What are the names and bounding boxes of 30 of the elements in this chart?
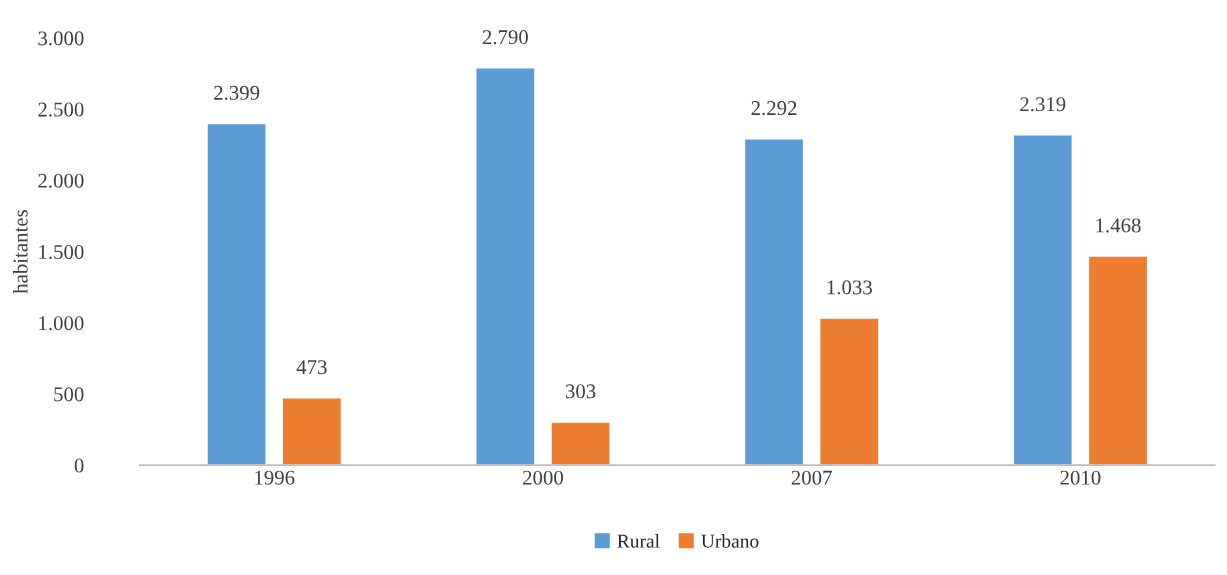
data-label: 2.292 bbox=[751, 101, 797, 116]
data-label: 2.790 bbox=[482, 30, 528, 45]
x-tick-label: 2007 bbox=[791, 470, 832, 485]
data-label: 2.319 bbox=[1020, 97, 1066, 112]
y-tick-label: 0 bbox=[74, 458, 84, 473]
legend-label: Urbano bbox=[701, 534, 759, 548]
data-label: 1.468 bbox=[1096, 218, 1141, 233]
bar bbox=[206, 122, 267, 466]
bar bbox=[281, 397, 343, 466]
y-tick-label: 1.000 bbox=[39, 316, 84, 331]
bar bbox=[475, 67, 536, 466]
data-label: 2.399 bbox=[214, 85, 260, 100]
x-tick-label: 1996 bbox=[255, 470, 295, 485]
bar bbox=[819, 317, 880, 466]
bar bbox=[743, 138, 805, 466]
x-tick-label: 2010 bbox=[1060, 470, 1101, 485]
bar bbox=[550, 421, 611, 466]
y-axis-title: habitantes bbox=[13, 210, 28, 294]
y-tick-label: 3.000 bbox=[38, 31, 84, 46]
y-tick-label: 2.500 bbox=[38, 102, 84, 117]
y-tick-label: 2.000 bbox=[38, 173, 84, 188]
y-tick-label: 500 bbox=[54, 387, 84, 402]
data-label: 303 bbox=[565, 384, 596, 399]
data-label: 1.033 bbox=[827, 280, 872, 295]
bar bbox=[1087, 255, 1149, 466]
y-tick-label: 1.500 bbox=[39, 244, 84, 260]
legend-label: Rural bbox=[617, 534, 660, 548]
bar bbox=[1012, 134, 1074, 466]
x-tick-label: 2000 bbox=[523, 470, 563, 485]
data-label: 473 bbox=[296, 360, 327, 375]
